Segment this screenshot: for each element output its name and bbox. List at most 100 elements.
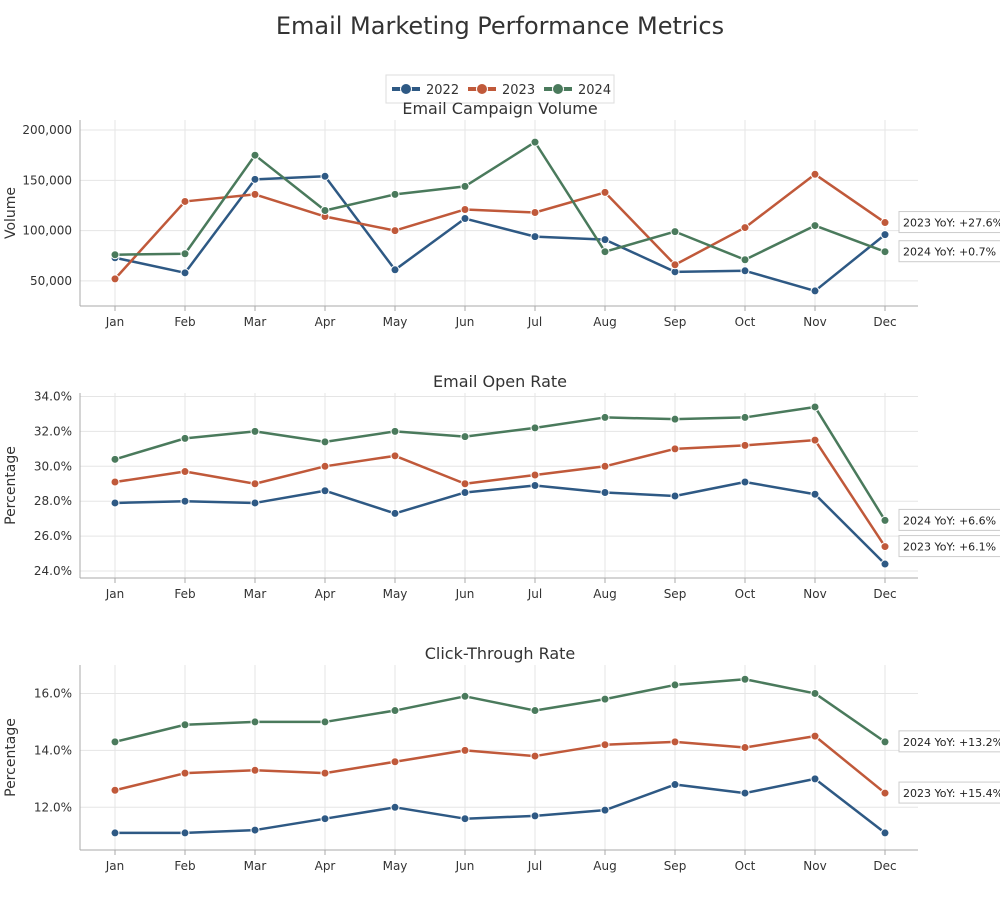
data-point[interactable] xyxy=(180,249,190,259)
data-point[interactable] xyxy=(740,412,750,422)
data-point[interactable] xyxy=(180,720,190,730)
data-point[interactable] xyxy=(810,688,820,698)
data-point[interactable] xyxy=(110,828,120,838)
data-point[interactable] xyxy=(320,205,330,215)
data-point[interactable] xyxy=(530,706,540,716)
legend-item-2022[interactable]: 2022 xyxy=(392,83,459,98)
data-point[interactable] xyxy=(880,542,890,552)
data-point[interactable] xyxy=(880,218,890,228)
data-point[interactable] xyxy=(880,828,890,838)
data-point[interactable] xyxy=(180,496,190,506)
data-point[interactable] xyxy=(250,765,260,775)
data-point[interactable] xyxy=(250,498,260,508)
data-point[interactable] xyxy=(880,515,890,525)
data-point[interactable] xyxy=(250,150,260,160)
data-point[interactable] xyxy=(670,227,680,237)
data-point[interactable] xyxy=(740,223,750,233)
data-point[interactable] xyxy=(250,174,260,184)
legend-item-2023[interactable]: 2023 xyxy=(468,83,535,98)
data-point[interactable] xyxy=(460,487,470,497)
data-point[interactable] xyxy=(110,250,120,260)
data-point[interactable] xyxy=(320,717,330,727)
data-point[interactable] xyxy=(390,265,400,275)
data-point[interactable] xyxy=(740,255,750,265)
data-point[interactable] xyxy=(460,204,470,214)
data-point[interactable] xyxy=(390,757,400,767)
data-point[interactable] xyxy=(600,247,610,257)
data-point[interactable] xyxy=(110,454,120,464)
data-point[interactable] xyxy=(320,814,330,824)
data-point[interactable] xyxy=(670,680,680,690)
data-point[interactable] xyxy=(600,187,610,197)
data-point[interactable] xyxy=(110,498,120,508)
data-point[interactable] xyxy=(670,491,680,501)
data-point[interactable] xyxy=(600,461,610,471)
data-point[interactable] xyxy=(250,717,260,727)
data-point[interactable] xyxy=(740,674,750,684)
data-point[interactable] xyxy=(390,189,400,199)
data-point[interactable] xyxy=(320,461,330,471)
data-point[interactable] xyxy=(530,751,540,761)
data-point[interactable] xyxy=(180,768,190,778)
data-point[interactable] xyxy=(600,235,610,245)
data-point[interactable] xyxy=(250,426,260,436)
data-point[interactable] xyxy=(390,508,400,518)
data-point[interactable] xyxy=(320,171,330,181)
data-point[interactable] xyxy=(250,189,260,199)
data-point[interactable] xyxy=(460,214,470,224)
data-point[interactable] xyxy=(530,470,540,480)
data-point[interactable] xyxy=(530,423,540,433)
data-point[interactable] xyxy=(810,774,820,784)
data-point[interactable] xyxy=(740,743,750,753)
data-point[interactable] xyxy=(250,479,260,489)
data-point[interactable] xyxy=(670,780,680,790)
data-point[interactable] xyxy=(180,196,190,206)
data-point[interactable] xyxy=(880,788,890,798)
data-point[interactable] xyxy=(530,207,540,217)
data-point[interactable] xyxy=(810,489,820,499)
data-point[interactable] xyxy=(180,828,190,838)
data-point[interactable] xyxy=(810,286,820,296)
data-point[interactable] xyxy=(670,737,680,747)
data-point[interactable] xyxy=(740,788,750,798)
data-point[interactable] xyxy=(530,232,540,242)
data-point[interactable] xyxy=(460,691,470,701)
data-point[interactable] xyxy=(600,805,610,815)
data-point[interactable] xyxy=(810,731,820,741)
data-point[interactable] xyxy=(180,467,190,477)
data-point[interactable] xyxy=(740,266,750,276)
data-point[interactable] xyxy=(460,745,470,755)
data-point[interactable] xyxy=(460,181,470,191)
data-point[interactable] xyxy=(810,169,820,179)
data-point[interactable] xyxy=(460,432,470,442)
data-point[interactable] xyxy=(530,811,540,821)
data-point[interactable] xyxy=(880,737,890,747)
data-point[interactable] xyxy=(320,768,330,778)
data-point[interactable] xyxy=(530,481,540,490)
data-point[interactable] xyxy=(390,802,400,812)
data-point[interactable] xyxy=(110,274,120,284)
data-point[interactable] xyxy=(740,477,750,487)
data-point[interactable] xyxy=(670,414,680,424)
data-point[interactable] xyxy=(810,402,820,412)
data-point[interactable] xyxy=(810,221,820,231)
data-point[interactable] xyxy=(460,479,470,489)
data-point[interactable] xyxy=(880,559,890,569)
data-point[interactable] xyxy=(670,260,680,270)
data-point[interactable] xyxy=(810,435,820,445)
data-point[interactable] xyxy=(180,433,190,443)
data-point[interactable] xyxy=(390,706,400,716)
data-point[interactable] xyxy=(880,247,890,257)
data-point[interactable] xyxy=(530,137,540,147)
data-point[interactable] xyxy=(180,268,190,278)
legend-item-2024[interactable]: 2024 xyxy=(544,83,611,98)
data-point[interactable] xyxy=(460,814,470,824)
data-point[interactable] xyxy=(250,825,260,835)
data-point[interactable] xyxy=(600,694,610,704)
data-point[interactable] xyxy=(110,737,120,747)
data-point[interactable] xyxy=(670,444,680,454)
data-point[interactable] xyxy=(320,437,330,447)
data-point[interactable] xyxy=(390,226,400,236)
data-point[interactable] xyxy=(600,412,610,422)
data-point[interactable] xyxy=(110,785,120,795)
